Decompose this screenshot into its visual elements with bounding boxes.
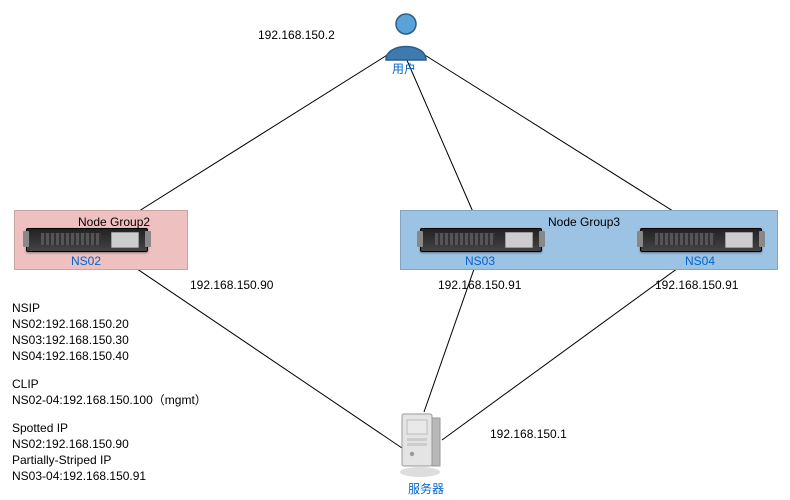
edge-ns03-server	[424, 252, 480, 412]
info-block-0: NSIP NS02:192.168.150.20 NS03:192.168.15…	[12, 300, 129, 364]
rack-server-icon	[420, 228, 542, 252]
node-ip-ns04: 192.168.150.91	[655, 278, 738, 292]
node-name-label: NS04	[640, 254, 760, 268]
rack-server-icon	[26, 228, 148, 252]
node-ip-ns02: 192.168.150.90	[190, 278, 273, 292]
group-title-g3: Node Group3	[548, 215, 620, 229]
edge-user-ns03	[406, 58, 480, 228]
node-ns03: NS03	[420, 228, 540, 268]
server-icon	[398, 410, 444, 485]
user-ip-label: 192.168.150.2	[258, 28, 335, 42]
server-label: 服务器	[408, 480, 444, 497]
node-ns02: NS02	[26, 228, 146, 268]
node-name-label: NS03	[420, 254, 540, 268]
node-ns04: NS04	[640, 228, 760, 268]
node-name-label: NS02	[26, 254, 146, 268]
info-block-2: Spotted IP NS02:192.168.150.90 Partially…	[12, 420, 146, 484]
info-block-1: CLIP NS02-04:192.168.150.100（mgmt）	[12, 376, 207, 408]
server-ip-label: 192.168.150.1	[490, 427, 567, 441]
rack-server-icon	[640, 228, 762, 252]
user-label: 用户	[392, 60, 416, 77]
group-title-g2: Node Group2	[78, 215, 150, 229]
user-icon	[380, 10, 432, 67]
edge-user-ns04	[420, 52, 700, 228]
edge-user-ns02	[112, 52, 392, 228]
diagram-canvas: 192.168.150.2 用户 Node Group2Node Group3 …	[0, 0, 790, 500]
node-ip-ns03: 192.168.150.91	[438, 278, 521, 292]
